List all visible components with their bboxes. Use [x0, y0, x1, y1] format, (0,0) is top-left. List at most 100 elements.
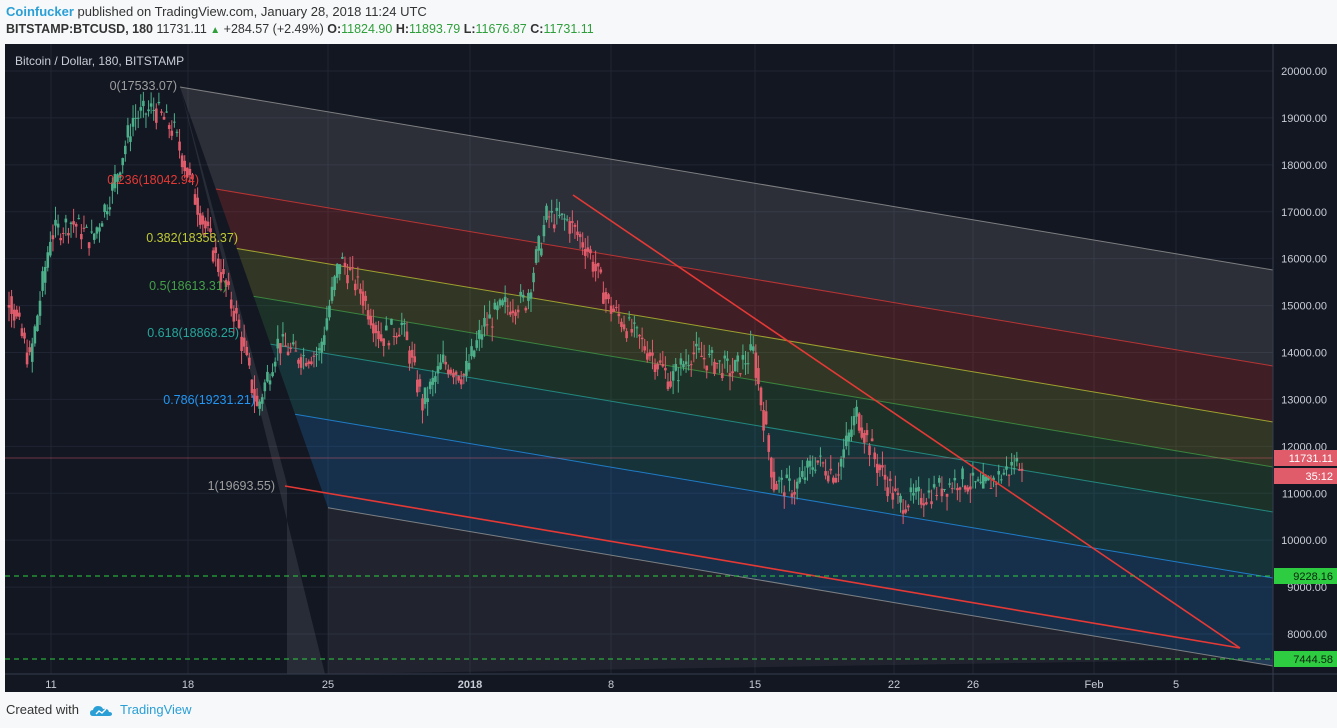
- high-label: H:: [395, 22, 410, 36]
- fib-band: [215, 189, 1273, 422]
- candle-body: [413, 356, 417, 363]
- price-chart[interactable]: 0(17533.07) 0.236(18042.94) 0.382(18358.37…: [5, 44, 1337, 692]
- fib-band: [295, 414, 1274, 666]
- candle-body: [881, 465, 884, 468]
- candle-body: [583, 249, 587, 256]
- chart-canvas[interactable]: 0(17533.07) 0.236(18042.94) 0.382(18358.37…: [5, 44, 1337, 692]
- candle-body: [162, 116, 166, 120]
- candle-body: [129, 136, 132, 142]
- candle-body: [217, 258, 220, 272]
- candle-body: [909, 487, 913, 493]
- candle-body: [795, 481, 799, 489]
- tradingview-link[interactable]: TradingView: [120, 702, 192, 717]
- candle-body: [67, 232, 70, 236]
- candle-body: [421, 398, 424, 411]
- candle-body: [503, 296, 507, 303]
- candle-body: [736, 355, 740, 362]
- candle-body: [304, 362, 308, 366]
- candle-body: [914, 487, 918, 492]
- candle-body: [612, 308, 615, 312]
- fib-level-label: 0.382(18358.37): [146, 231, 238, 245]
- candle-body: [118, 172, 122, 178]
- candle-body: [839, 458, 843, 467]
- candle-body: [770, 457, 773, 478]
- candle-body: [472, 350, 476, 357]
- candle-body: [384, 325, 388, 331]
- candle-body: [178, 141, 181, 151]
- candle-body: [733, 360, 737, 372]
- candle-body: [387, 343, 391, 346]
- support2-tag: 7444.58: [1293, 654, 1333, 666]
- candle-body: [1007, 474, 1011, 476]
- time-tick-label: 18: [182, 679, 194, 691]
- candle-body: [922, 503, 926, 506]
- candle-body: [643, 346, 647, 351]
- candle-body: [100, 223, 104, 227]
- candle-body: [245, 346, 249, 356]
- candle-body: [708, 353, 711, 355]
- time-tick-label: 11: [45, 679, 56, 691]
- candle-body: [622, 324, 626, 330]
- candle-body: [661, 364, 665, 367]
- candle-body: [599, 269, 603, 273]
- candle-body: [147, 109, 150, 112]
- candle-body: [940, 488, 944, 497]
- candle-body: [315, 354, 318, 356]
- candle-body: [878, 465, 882, 471]
- tradingview-cloud-icon: [89, 705, 112, 716]
- candle-body: [490, 326, 494, 328]
- countdown-tag: 35:12: [1305, 471, 1333, 483]
- candle-body: [364, 295, 367, 301]
- candle-body: [488, 314, 491, 319]
- candle-body: [899, 495, 902, 503]
- candle-body: [369, 316, 373, 326]
- candle-body: [969, 486, 972, 490]
- candle-body: [594, 263, 597, 272]
- candle-body: [90, 231, 93, 233]
- candle-body: [886, 487, 889, 497]
- time-tick-label: 5: [1173, 679, 1179, 691]
- candle-body: [160, 111, 163, 113]
- candle-body: [571, 221, 574, 223]
- candle-body: [232, 310, 236, 322]
- candle-body: [410, 349, 414, 358]
- candle-body: [537, 236, 541, 251]
- candle-body: [715, 362, 719, 364]
- candle-body: [478, 329, 481, 339]
- candle-body: [359, 288, 362, 294]
- candle-body: [746, 363, 750, 365]
- candle-body: [188, 168, 192, 176]
- candle-body: [971, 472, 975, 476]
- candle-body: [870, 438, 874, 442]
- candle-body: [1002, 472, 1006, 475]
- candle-body: [253, 389, 256, 402]
- candle-body: [322, 335, 326, 345]
- candle-body: [356, 276, 360, 278]
- candle-body: [452, 372, 455, 378]
- candle-body: [627, 317, 631, 319]
- open-value: 11824.90: [341, 22, 393, 36]
- candle-body: [382, 338, 386, 346]
- candle-body: [400, 322, 404, 326]
- candle-body: [462, 374, 466, 376]
- candle-body: [837, 474, 840, 476]
- candle-body: [214, 247, 218, 253]
- descending-trendline: [572, 194, 1241, 649]
- candle-body: [573, 224, 577, 227]
- author-link[interactable]: Coinfucker: [6, 4, 74, 19]
- candle-body: [664, 367, 667, 371]
- candle-body: [832, 477, 835, 483]
- candle-body: [550, 210, 553, 213]
- fib-level-line: [215, 188, 1274, 367]
- candle-body: [152, 109, 156, 111]
- candle-body: [785, 474, 789, 479]
- candle-body: [682, 364, 685, 368]
- candle-body: [506, 305, 510, 307]
- candle-body: [144, 113, 148, 115]
- candle-body: [558, 214, 561, 216]
- lower-trendline: [284, 485, 1241, 649]
- candle-body: [658, 360, 662, 363]
- candle-body: [850, 429, 853, 437]
- candle-body: [777, 480, 781, 482]
- candle-body: [609, 305, 613, 314]
